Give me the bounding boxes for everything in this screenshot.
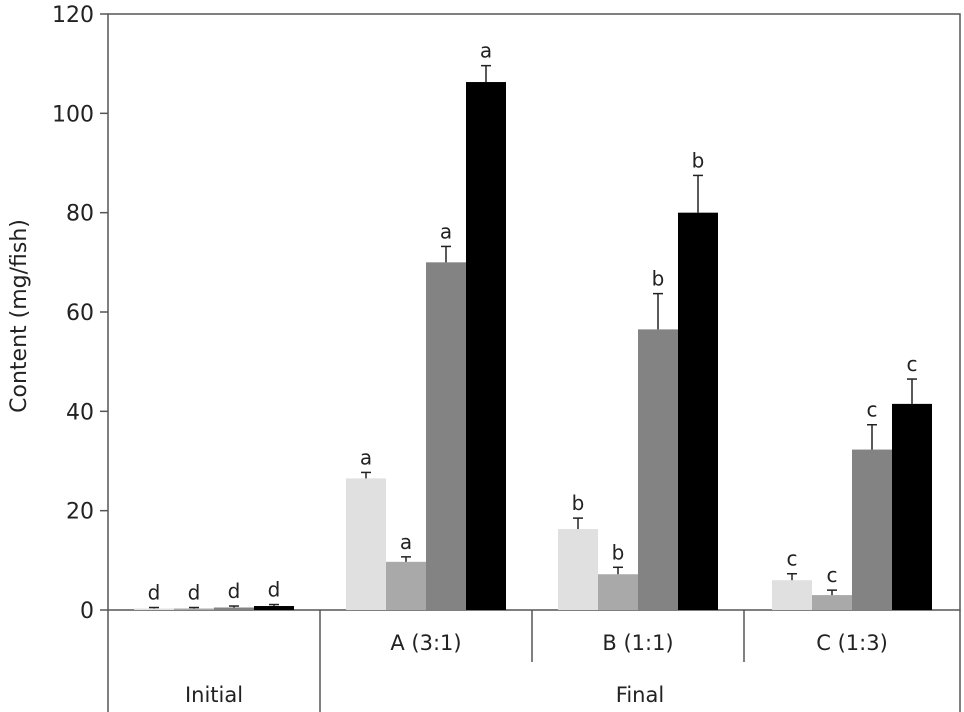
x-group-label: Final: [616, 683, 664, 707]
bar: [214, 607, 254, 610]
significance-letter: a: [400, 530, 412, 554]
bar: [638, 329, 678, 610]
significance-letter: a: [480, 39, 492, 63]
bar: [346, 478, 386, 610]
bar: [892, 403, 932, 610]
bar: [134, 608, 174, 610]
y-axis-label: Content (mg/fish): [7, 219, 32, 413]
y-tick-label: 100: [52, 102, 94, 127]
y-tick-label: 120: [52, 3, 94, 28]
y-axis-ticks: 0 20 40 60 80 100 120: [52, 3, 108, 624]
plot-border: [107, 13, 961, 611]
y-tick-label: 40: [66, 400, 94, 425]
bars: d d d d a a a a b b b b c c c c: [134, 39, 932, 610]
x-category-label: C (1:3): [816, 631, 888, 655]
bar: [558, 529, 598, 610]
bar: [254, 606, 294, 610]
significance-letter: c: [907, 352, 918, 376]
y-tick-label: 20: [66, 500, 94, 525]
bar: [772, 580, 812, 610]
bar: [426, 262, 466, 610]
bar: [598, 574, 638, 610]
significance-letter: b: [572, 491, 585, 515]
bar: [466, 82, 506, 610]
y-tick-label: 80: [66, 202, 94, 227]
bar: [678, 212, 718, 610]
significance-letter: c: [787, 547, 798, 571]
y-tick-label: 60: [66, 301, 94, 326]
bar: [852, 449, 892, 610]
x-group-label: Initial: [185, 683, 243, 707]
significance-letter: c: [867, 398, 878, 422]
significance-letter: a: [440, 219, 452, 243]
significance-letter: d: [188, 581, 201, 605]
significance-letter: b: [612, 540, 625, 564]
significance-letter: c: [827, 563, 838, 587]
significance-letter: b: [692, 148, 705, 172]
plot-frame: [107, 13, 961, 611]
significance-letter: d: [268, 578, 281, 602]
x-category-label: B (1:1): [602, 631, 673, 655]
x-axis-categories: A (3:1) B (1:1) C (1:3) Initial Final: [107, 610, 961, 712]
bar: [174, 608, 214, 610]
bar: [812, 595, 852, 610]
y-tick-label: 0: [80, 599, 94, 624]
significance-letter: b: [652, 267, 665, 291]
significance-letter: d: [228, 579, 241, 603]
x-category-label: A (3:1): [390, 631, 461, 655]
significance-letter: a: [360, 445, 372, 469]
bar: [386, 561, 426, 610]
significance-letter: d: [148, 581, 161, 605]
